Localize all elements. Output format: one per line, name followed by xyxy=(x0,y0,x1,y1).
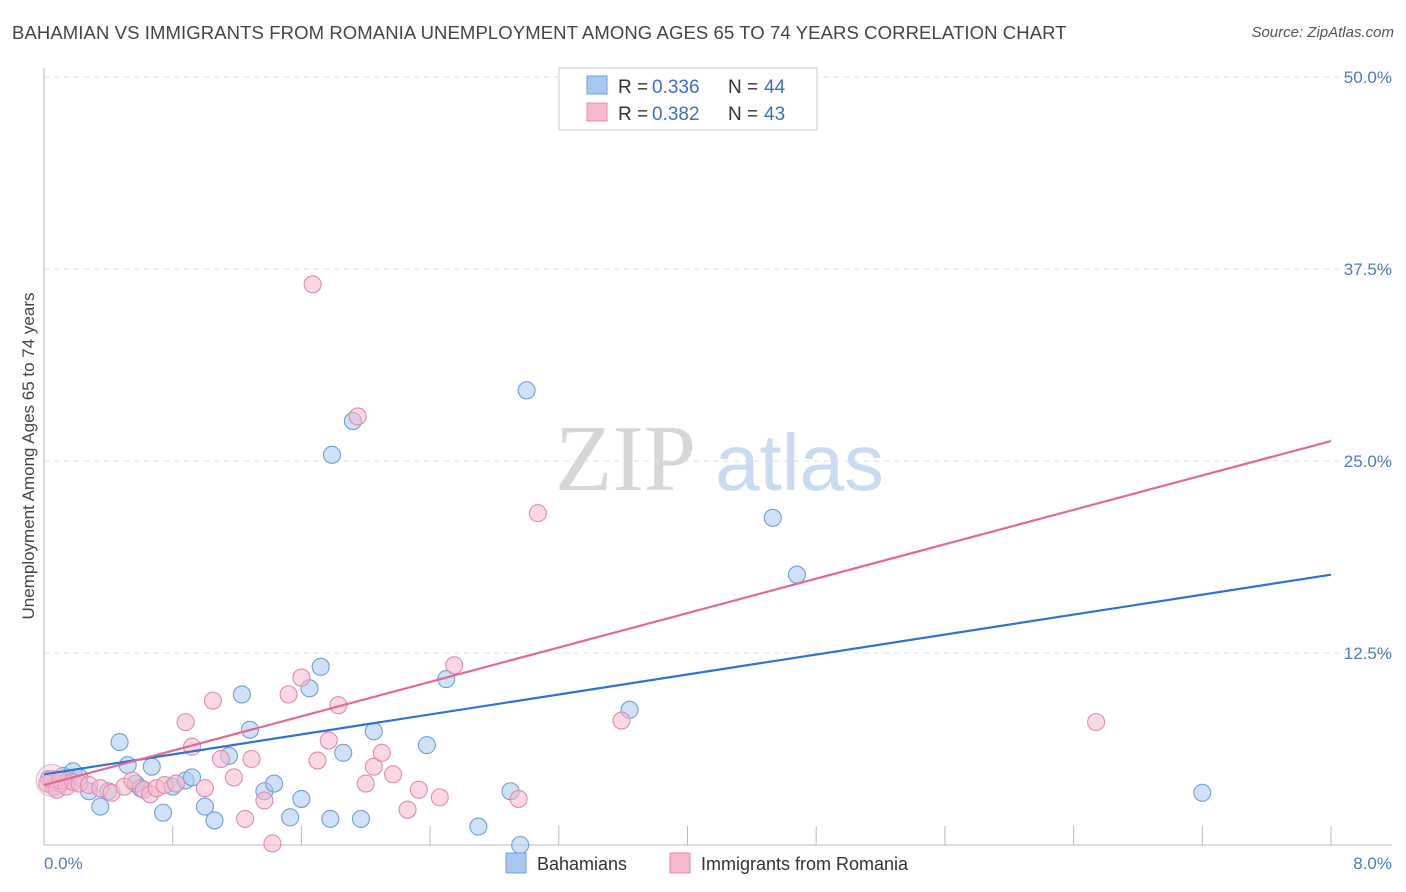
point-bahamians-15 xyxy=(153,803,173,822)
points-layer xyxy=(35,101,1212,855)
point-romania-36 xyxy=(372,743,391,762)
x-tick-label-max: 8.0% xyxy=(1353,854,1392,873)
point-romania-39 xyxy=(409,780,428,799)
point-bahamians-26 xyxy=(281,808,300,827)
point-bahamians-14 xyxy=(142,757,161,776)
trendline-romania xyxy=(43,439,1332,787)
point-bahamians-10 xyxy=(110,733,129,752)
point-romania-41 xyxy=(445,656,464,675)
point-bahamians-31 xyxy=(322,445,342,464)
point-bahamians-8 xyxy=(91,797,110,816)
point-romania-19 xyxy=(195,779,214,798)
y-tick-label-1: 25.0% xyxy=(1344,452,1392,471)
point-romania-31 xyxy=(319,731,338,750)
stats-swatch-bahamians xyxy=(586,75,608,95)
point-romania-22 xyxy=(224,768,243,787)
point-romania-23 xyxy=(236,809,255,828)
point-romania-29 xyxy=(303,275,322,294)
stats-swatch-romania xyxy=(586,102,608,122)
point-bahamians-44 xyxy=(787,565,806,584)
x-tick-label-min: 0.0% xyxy=(44,854,83,873)
point-bahamians-45 xyxy=(1193,783,1212,802)
point-romania-27 xyxy=(279,685,298,704)
point-romania-17 xyxy=(176,713,195,732)
stats-r-label-bahamians: R = xyxy=(618,77,648,98)
point-bahamians-22 xyxy=(232,685,251,704)
trendline-bahamians xyxy=(43,573,1332,776)
point-romania-28 xyxy=(292,668,311,687)
bottom-legend: Bahamians Immigrants from Romania xyxy=(505,852,909,874)
point-romania-24 xyxy=(242,749,261,769)
watermark-atlas: atlas xyxy=(715,418,884,507)
y-axis-label: Unemployment Among Ages 65 to 74 years xyxy=(19,293,38,620)
point-romania-37 xyxy=(384,765,403,784)
point-romania-21 xyxy=(211,749,231,769)
stats-n-label-bahamians: N = xyxy=(728,77,758,98)
y-tick-label-3: 50.0% xyxy=(1344,68,1392,87)
point-bahamians-20 xyxy=(205,811,224,830)
point-bahamians-40 xyxy=(511,835,530,855)
legend-label-bahamians: Bahamians xyxy=(537,854,627,874)
point-bahamians-19 xyxy=(195,797,214,816)
stats-legend: R = 0.336 N = 44 R = 0.382 N = 43 xyxy=(558,67,818,131)
point-romania-25 xyxy=(255,791,274,810)
point-romania-33 xyxy=(348,407,367,426)
point-bahamians-27 xyxy=(292,789,311,808)
point-bahamians-36 xyxy=(417,736,436,755)
watermark-zip: ZIP xyxy=(555,407,696,511)
point-romania-16 xyxy=(166,774,185,793)
point-romania-34 xyxy=(356,774,375,793)
point-romania-43 xyxy=(528,504,547,523)
point-bahamians-34 xyxy=(351,809,370,828)
watermark: ZIP atlas xyxy=(555,407,884,511)
point-bahamians-30 xyxy=(311,657,330,676)
point-romania-44 xyxy=(612,711,631,730)
point-romania-30 xyxy=(308,751,327,770)
point-bahamians-29 xyxy=(321,809,340,828)
point-romania-26 xyxy=(263,834,282,853)
point-bahamians-35 xyxy=(364,722,383,741)
trend-layer xyxy=(43,439,1332,787)
point-bahamians-18 xyxy=(182,768,202,787)
point-bahamians-38 xyxy=(469,817,488,836)
stats-n-label-romania: N = xyxy=(728,104,758,125)
stats-r-label-romania: R = xyxy=(618,104,648,125)
y-tick-label-0: 12.5% xyxy=(1344,644,1392,663)
point-romania-35 xyxy=(364,757,383,776)
point-bahamians-43 xyxy=(763,508,782,527)
legend-swatch-romania xyxy=(669,852,691,874)
point-romania-42 xyxy=(509,789,528,808)
y-tick-label-2: 37.5% xyxy=(1344,260,1392,279)
stats-n-value-bahamians: 44 xyxy=(764,77,786,98)
stats-r-value-bahamians: 0.336 xyxy=(652,77,700,98)
point-bahamians-41 xyxy=(517,381,536,400)
grid-layer xyxy=(44,76,1392,654)
chart-source: Source: ZipAtlas.com xyxy=(1251,24,1394,41)
stats-r-value-romania: 0.382 xyxy=(652,104,700,125)
y-tick-labels: 12.5% 25.0% 37.5% 50.0% xyxy=(1344,68,1392,663)
stats-n-value-romania: 43 xyxy=(764,104,785,125)
chart-title: BAHAMIAN VS IMMIGRANTS FROM ROMANIA UNEM… xyxy=(12,22,1067,43)
legend-swatch-bahamians xyxy=(505,852,527,874)
point-romania-46 xyxy=(1087,713,1106,732)
point-romania-38 xyxy=(398,800,417,819)
legend-label-romania: Immigrants from Romania xyxy=(701,854,909,874)
point-bahamians-25 xyxy=(265,774,284,793)
point-bahamians-32 xyxy=(334,743,353,762)
point-romania-20 xyxy=(203,691,222,710)
point-romania-40 xyxy=(430,788,449,807)
